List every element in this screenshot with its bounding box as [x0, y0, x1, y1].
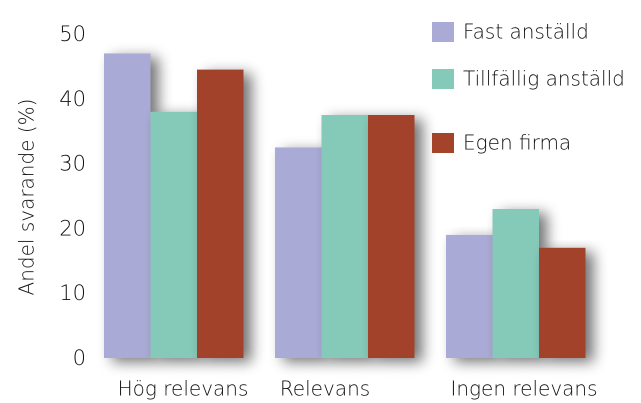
bar-3-1 — [197, 69, 244, 358]
y-tick-label: 40 — [59, 87, 86, 111]
legend-swatch — [432, 133, 454, 153]
x-category-label: Hög relevans — [118, 377, 249, 401]
x-category-label: Relevans — [280, 377, 370, 401]
legend-swatch — [432, 22, 454, 42]
bar-1-3 — [446, 234, 493, 358]
y-tick-label: 0 — [73, 346, 86, 370]
legend-label: Fast anställd — [463, 20, 589, 44]
bar-2-1 — [150, 111, 197, 358]
y-tick-label: 50 — [59, 22, 86, 46]
x-category-labels: Hög relevans Relevans Ingen relevans — [118, 377, 598, 401]
y-axis-title: Andel svarande (%) — [15, 99, 39, 296]
legend: Fast anställd Tillfällig anställd Egen fir… — [432, 20, 625, 155]
y-tick-label: 20 — [59, 216, 86, 240]
bar-1-2 — [275, 147, 322, 358]
bar-3-2 — [368, 115, 415, 358]
bar-2-2 — [321, 115, 368, 358]
bar-1-1 — [104, 53, 151, 359]
y-tick-label: 30 — [59, 152, 86, 176]
y-tick-labels: 0 10 20 30 40 50 — [59, 22, 86, 370]
legend-label: Tillfällig anställd — [463, 67, 625, 91]
gridlines — [95, 33, 620, 359]
legend-swatch — [432, 69, 454, 89]
x-category-label: Ingen relevans — [450, 377, 597, 401]
bar-3-3 — [539, 247, 586, 358]
legend-label: Egen firma — [463, 131, 571, 155]
bars-layer — [104, 53, 586, 359]
y-tick-label: 10 — [59, 281, 86, 305]
bar-2-3 — [492, 209, 539, 358]
